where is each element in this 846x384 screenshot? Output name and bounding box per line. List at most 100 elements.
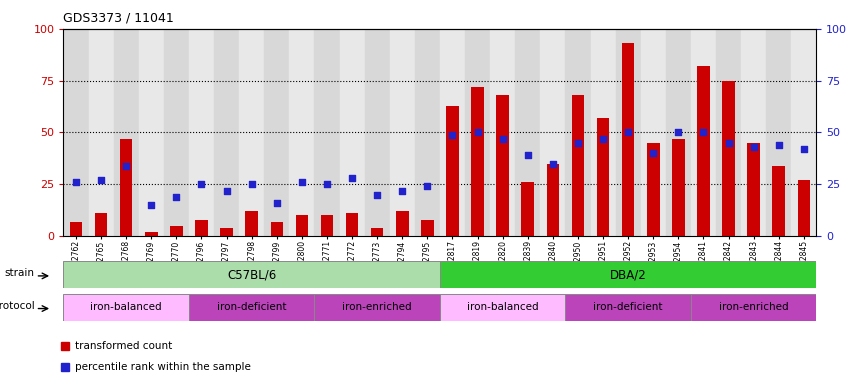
Bar xyxy=(189,29,214,236)
Bar xyxy=(547,164,559,236)
Bar xyxy=(647,143,660,236)
Bar xyxy=(616,29,640,236)
Bar xyxy=(640,29,666,236)
Bar xyxy=(164,29,189,236)
Bar xyxy=(747,143,760,236)
Bar xyxy=(697,66,710,236)
Bar xyxy=(95,214,107,236)
Bar xyxy=(716,29,741,236)
Bar xyxy=(264,29,289,236)
Bar xyxy=(772,166,785,236)
Bar xyxy=(440,261,816,288)
Bar xyxy=(69,222,82,236)
Text: C57BL/6: C57BL/6 xyxy=(227,268,277,281)
Point xyxy=(470,129,484,136)
Bar xyxy=(722,81,735,236)
Bar xyxy=(295,215,308,236)
Point xyxy=(672,129,685,136)
Bar xyxy=(365,29,390,236)
Point xyxy=(596,136,610,142)
Point xyxy=(446,131,459,137)
Bar xyxy=(521,182,534,236)
Point xyxy=(244,181,258,187)
Bar xyxy=(239,29,264,236)
Bar xyxy=(120,139,133,236)
Bar xyxy=(63,294,189,321)
Text: protocol: protocol xyxy=(0,301,35,311)
Point xyxy=(295,179,309,185)
Point xyxy=(69,179,83,185)
Point xyxy=(119,162,133,169)
Point xyxy=(195,181,208,187)
Bar xyxy=(289,29,315,236)
Bar xyxy=(515,29,541,236)
Bar xyxy=(798,180,810,236)
Bar xyxy=(565,294,691,321)
Point xyxy=(696,129,710,136)
Point xyxy=(521,152,535,158)
Bar xyxy=(63,261,440,288)
Bar xyxy=(220,228,233,236)
Point xyxy=(420,183,434,189)
Bar xyxy=(766,29,791,236)
Point xyxy=(371,192,384,198)
Point xyxy=(345,175,359,181)
Bar xyxy=(245,211,258,236)
Text: iron-enriched: iron-enriched xyxy=(719,302,788,312)
Text: strain: strain xyxy=(5,268,35,278)
Bar xyxy=(672,139,684,236)
Bar xyxy=(113,29,139,236)
Bar xyxy=(541,29,565,236)
Text: transformed count: transformed count xyxy=(74,341,172,351)
Bar xyxy=(490,29,515,236)
Point xyxy=(169,194,183,200)
Text: iron-enriched: iron-enriched xyxy=(343,302,412,312)
Bar xyxy=(691,294,816,321)
Bar xyxy=(139,29,164,236)
Point xyxy=(496,136,509,142)
Point xyxy=(145,202,158,208)
Bar xyxy=(440,294,565,321)
Bar xyxy=(497,95,509,236)
Text: GDS3373 / 11041: GDS3373 / 11041 xyxy=(63,12,174,25)
Bar xyxy=(195,220,208,236)
Point xyxy=(546,161,559,167)
Bar xyxy=(170,226,183,236)
Bar xyxy=(415,29,440,236)
Point xyxy=(747,144,761,150)
Bar xyxy=(390,29,415,236)
Bar xyxy=(666,29,691,236)
Point xyxy=(772,142,785,148)
Bar xyxy=(565,29,591,236)
Bar xyxy=(339,29,365,236)
Bar xyxy=(396,211,409,236)
Bar xyxy=(421,220,434,236)
Point xyxy=(621,129,634,136)
Point xyxy=(571,140,585,146)
Bar xyxy=(691,29,716,236)
Bar xyxy=(471,87,484,236)
Point xyxy=(395,187,409,194)
Text: iron-balanced: iron-balanced xyxy=(91,302,162,312)
Bar xyxy=(446,106,459,236)
Bar xyxy=(145,232,157,236)
Text: iron-balanced: iron-balanced xyxy=(467,302,538,312)
Point xyxy=(722,140,735,146)
Point xyxy=(94,177,107,183)
Text: iron-deficient: iron-deficient xyxy=(593,302,663,312)
Bar xyxy=(214,29,239,236)
Bar xyxy=(321,215,333,236)
Bar xyxy=(371,228,383,236)
Point xyxy=(270,200,283,206)
Point xyxy=(797,146,810,152)
Text: DBA/2: DBA/2 xyxy=(610,268,646,281)
Bar xyxy=(89,29,113,236)
Point xyxy=(646,150,660,156)
Bar xyxy=(791,29,816,236)
Bar xyxy=(271,222,283,236)
Bar xyxy=(741,29,766,236)
Bar xyxy=(315,29,339,236)
Bar xyxy=(572,95,585,236)
Bar xyxy=(346,214,359,236)
Bar xyxy=(596,118,609,236)
